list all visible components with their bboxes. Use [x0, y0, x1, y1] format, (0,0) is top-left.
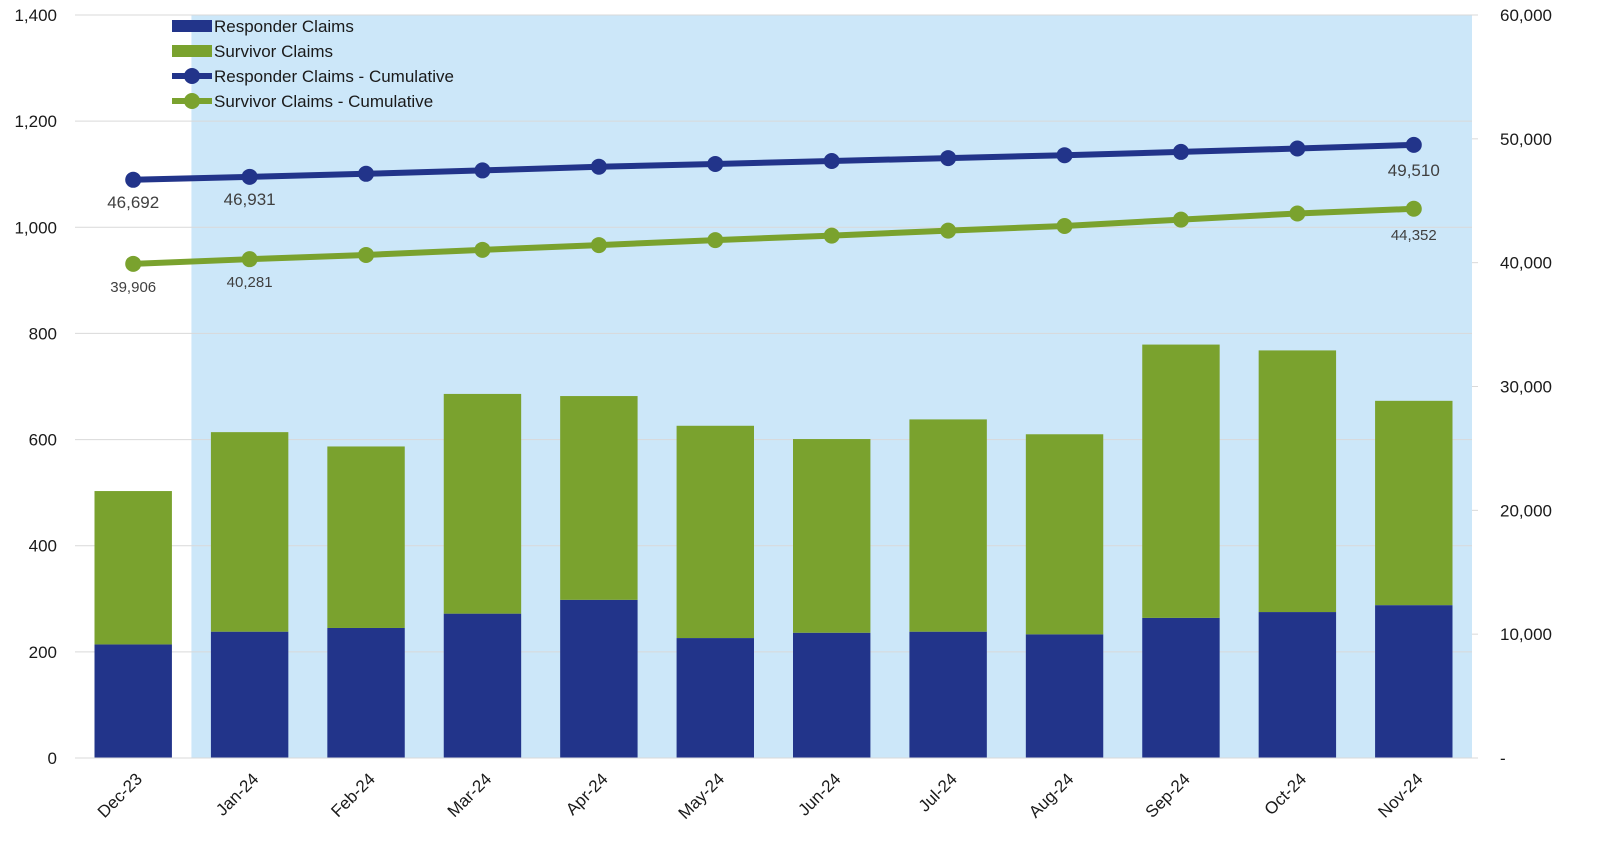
- bar-responder-claims: [327, 627, 405, 758]
- bar-responder-claims: [1375, 605, 1453, 758]
- line-point: [1289, 140, 1306, 157]
- data-label: 46,692: [107, 193, 159, 212]
- line-point: [1056, 217, 1073, 234]
- bar-survivor-claims: [1142, 344, 1220, 618]
- y-right-tick-label: 10,000: [1500, 625, 1552, 644]
- bar-responder-claims: [1258, 612, 1337, 758]
- line-point: [940, 150, 957, 167]
- line-point: [358, 246, 375, 263]
- bar-survivor-claims: [560, 396, 638, 600]
- bar-responder-claims: [792, 632, 871, 758]
- bar-responder-claims: [1142, 617, 1220, 758]
- line-survivor-claims-cumulative: [133, 205, 1414, 267]
- legend-swatch: [172, 45, 212, 57]
- line-point: [823, 153, 840, 170]
- x-tick-label: Jul-24: [915, 769, 961, 815]
- x-tick-label: Oct-24: [1261, 769, 1311, 819]
- line-point: [474, 162, 491, 179]
- y-left-tick-label: 0: [48, 749, 57, 768]
- bar-responder-claims: [909, 631, 987, 758]
- line-point: [940, 222, 957, 239]
- line-point: [125, 255, 142, 272]
- line-point: [590, 237, 607, 254]
- y-right-tick-label: 40,000: [1500, 254, 1552, 273]
- bar-survivor-claims: [210, 432, 289, 632]
- legend-label: Survivor Claims - Cumulative: [214, 92, 433, 111]
- line-point: [241, 168, 258, 185]
- x-tick-label: Apr-24: [562, 769, 612, 819]
- y-left-tick-label: 600: [29, 431, 57, 450]
- y-left-tick-label: 1,200: [14, 112, 57, 131]
- bar-survivor-claims: [443, 393, 522, 614]
- bar-responder-claims: [560, 599, 638, 758]
- line-point: [1172, 211, 1189, 228]
- bar-responder-claims: [443, 613, 522, 758]
- y-left-tick-label: 200: [29, 643, 57, 662]
- bar-responder-claims: [1025, 634, 1104, 758]
- line-point: [707, 155, 724, 172]
- x-tick-label: Aug-24: [1025, 769, 1077, 821]
- data-label: 40,281: [227, 274, 273, 291]
- line-point: [474, 241, 491, 258]
- bar-survivor-claims: [1025, 434, 1104, 635]
- legend-label: Responder Claims: [214, 17, 354, 36]
- line-point: [823, 227, 840, 244]
- bar-responder-claims: [94, 644, 172, 758]
- bar-survivor-claims: [792, 439, 871, 633]
- legend-label: Survivor Claims: [214, 42, 333, 61]
- data-label: 46,931: [224, 190, 276, 209]
- y-right-tick-label: 60,000: [1500, 6, 1552, 25]
- y-right-tick-label: 20,000: [1500, 501, 1552, 520]
- bar-responder-claims: [676, 638, 755, 758]
- line-point: [1056, 147, 1073, 164]
- x-tick-label: Sep-24: [1142, 769, 1194, 821]
- legend-label: Responder Claims - Cumulative: [214, 67, 454, 86]
- bar-survivor-claims: [94, 491, 172, 645]
- line-point: [1405, 200, 1422, 217]
- line-point: [125, 171, 142, 188]
- bar-responder-claims: [210, 631, 289, 758]
- bar-survivor-claims: [676, 425, 755, 639]
- line-point: [358, 165, 375, 182]
- line-point: [590, 158, 607, 175]
- bar-survivor-claims: [1258, 350, 1337, 613]
- y-left-tick-label: 800: [29, 324, 57, 343]
- legend-marker: [184, 68, 200, 84]
- line-point: [1405, 136, 1422, 153]
- bar-survivor-claims: [909, 419, 987, 632]
- x-tick-label: Jun-24: [794, 769, 844, 819]
- line-responder-claims-cumulative: [133, 141, 1414, 183]
- x-tick-label: Feb-24: [327, 769, 379, 821]
- bar-survivor-claims: [327, 446, 405, 628]
- line-point: [1289, 205, 1306, 222]
- y-left-tick-label: 1,400: [14, 6, 57, 25]
- y-left-tick-label: 400: [29, 537, 57, 556]
- x-tick-label: Jan-24: [212, 769, 262, 819]
- line-point: [1172, 143, 1189, 160]
- x-tick-label: May-24: [675, 769, 729, 823]
- line-point: [707, 232, 724, 249]
- y-left-tick-label: 1,000: [14, 218, 57, 237]
- y-right-tick-label: 50,000: [1500, 130, 1552, 149]
- data-label: 44,352: [1391, 227, 1437, 244]
- line-point: [241, 251, 258, 268]
- legend-swatch: [172, 20, 212, 32]
- x-tick-label: Nov-24: [1374, 769, 1426, 821]
- y-right-tick-label: -: [1500, 749, 1506, 768]
- x-tick-label: Dec-23: [94, 769, 146, 821]
- data-label: 39,906: [110, 279, 156, 296]
- bar-survivor-claims: [1375, 400, 1453, 606]
- legend-marker: [184, 93, 200, 109]
- data-label: 49,510: [1388, 161, 1440, 180]
- y-right-tick-label: 30,000: [1500, 378, 1552, 397]
- x-tick-label: Mar-24: [444, 769, 496, 821]
